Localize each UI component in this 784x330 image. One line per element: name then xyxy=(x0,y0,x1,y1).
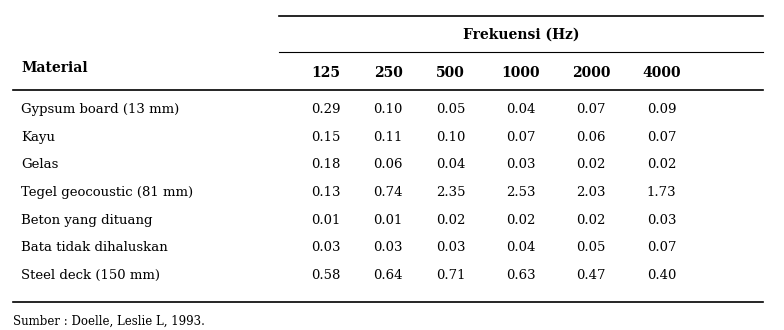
Text: 2.53: 2.53 xyxy=(506,186,535,199)
Text: Gypsum board (13 mm): Gypsum board (13 mm) xyxy=(21,103,180,116)
Text: Sumber : Doelle, Leslie L, 1993.: Sumber : Doelle, Leslie L, 1993. xyxy=(13,314,205,328)
Text: 0.01: 0.01 xyxy=(373,214,403,227)
Text: Bata tidak dihaluskan: Bata tidak dihaluskan xyxy=(21,241,168,254)
Text: 0.63: 0.63 xyxy=(506,269,535,282)
Text: 0.18: 0.18 xyxy=(311,158,340,171)
Text: 0.09: 0.09 xyxy=(647,103,677,116)
Text: Steel deck (150 mm): Steel deck (150 mm) xyxy=(21,269,160,282)
Text: Tegel geocoustic (81 mm): Tegel geocoustic (81 mm) xyxy=(21,186,193,199)
Text: 0.04: 0.04 xyxy=(436,158,465,171)
Text: 0.02: 0.02 xyxy=(506,214,535,227)
Text: 0.07: 0.07 xyxy=(576,103,606,116)
Text: 0.74: 0.74 xyxy=(373,186,403,199)
Text: 0.10: 0.10 xyxy=(373,103,403,116)
Text: 0.02: 0.02 xyxy=(647,158,677,171)
Text: 0.05: 0.05 xyxy=(576,241,606,254)
Text: 0.03: 0.03 xyxy=(647,214,677,227)
Text: 0.11: 0.11 xyxy=(373,131,403,144)
Text: 0.71: 0.71 xyxy=(436,269,466,282)
Text: 0.10: 0.10 xyxy=(436,131,465,144)
Text: 1000: 1000 xyxy=(502,66,540,80)
Text: 0.03: 0.03 xyxy=(506,158,535,171)
Text: 0.58: 0.58 xyxy=(311,269,340,282)
Text: 500: 500 xyxy=(436,66,465,80)
Text: 0.03: 0.03 xyxy=(436,241,466,254)
Text: 0.01: 0.01 xyxy=(311,214,340,227)
Text: 0.15: 0.15 xyxy=(311,131,340,144)
Text: 2.03: 2.03 xyxy=(576,186,606,199)
Text: 0.02: 0.02 xyxy=(436,214,465,227)
Text: 0.40: 0.40 xyxy=(647,269,677,282)
Text: 1.73: 1.73 xyxy=(647,186,677,199)
Text: 0.07: 0.07 xyxy=(506,131,535,144)
Text: 0.07: 0.07 xyxy=(647,131,677,144)
Text: 4000: 4000 xyxy=(642,66,681,80)
Text: 0.06: 0.06 xyxy=(576,131,606,144)
Text: 0.02: 0.02 xyxy=(576,158,606,171)
Text: Kayu: Kayu xyxy=(21,131,55,144)
Text: 0.29: 0.29 xyxy=(310,103,340,116)
Text: 250: 250 xyxy=(374,66,402,80)
Text: 2000: 2000 xyxy=(572,66,611,80)
Text: 125: 125 xyxy=(311,66,340,80)
Text: Gelas: Gelas xyxy=(21,158,58,171)
Text: 0.05: 0.05 xyxy=(436,103,465,116)
Text: 0.07: 0.07 xyxy=(647,241,677,254)
Text: 2.35: 2.35 xyxy=(436,186,466,199)
Text: 0.64: 0.64 xyxy=(373,269,403,282)
Text: Frekuensi (Hz): Frekuensi (Hz) xyxy=(463,28,579,42)
Text: 0.13: 0.13 xyxy=(310,186,340,199)
Text: 0.03: 0.03 xyxy=(373,241,403,254)
Text: 0.03: 0.03 xyxy=(310,241,340,254)
Text: Material: Material xyxy=(21,61,88,75)
Text: 0.47: 0.47 xyxy=(576,269,606,282)
Text: 0.06: 0.06 xyxy=(373,158,403,171)
Text: 0.04: 0.04 xyxy=(506,241,535,254)
Text: 0.04: 0.04 xyxy=(506,103,535,116)
Text: Beton yang dituang: Beton yang dituang xyxy=(21,214,152,227)
Text: 0.02: 0.02 xyxy=(576,214,606,227)
